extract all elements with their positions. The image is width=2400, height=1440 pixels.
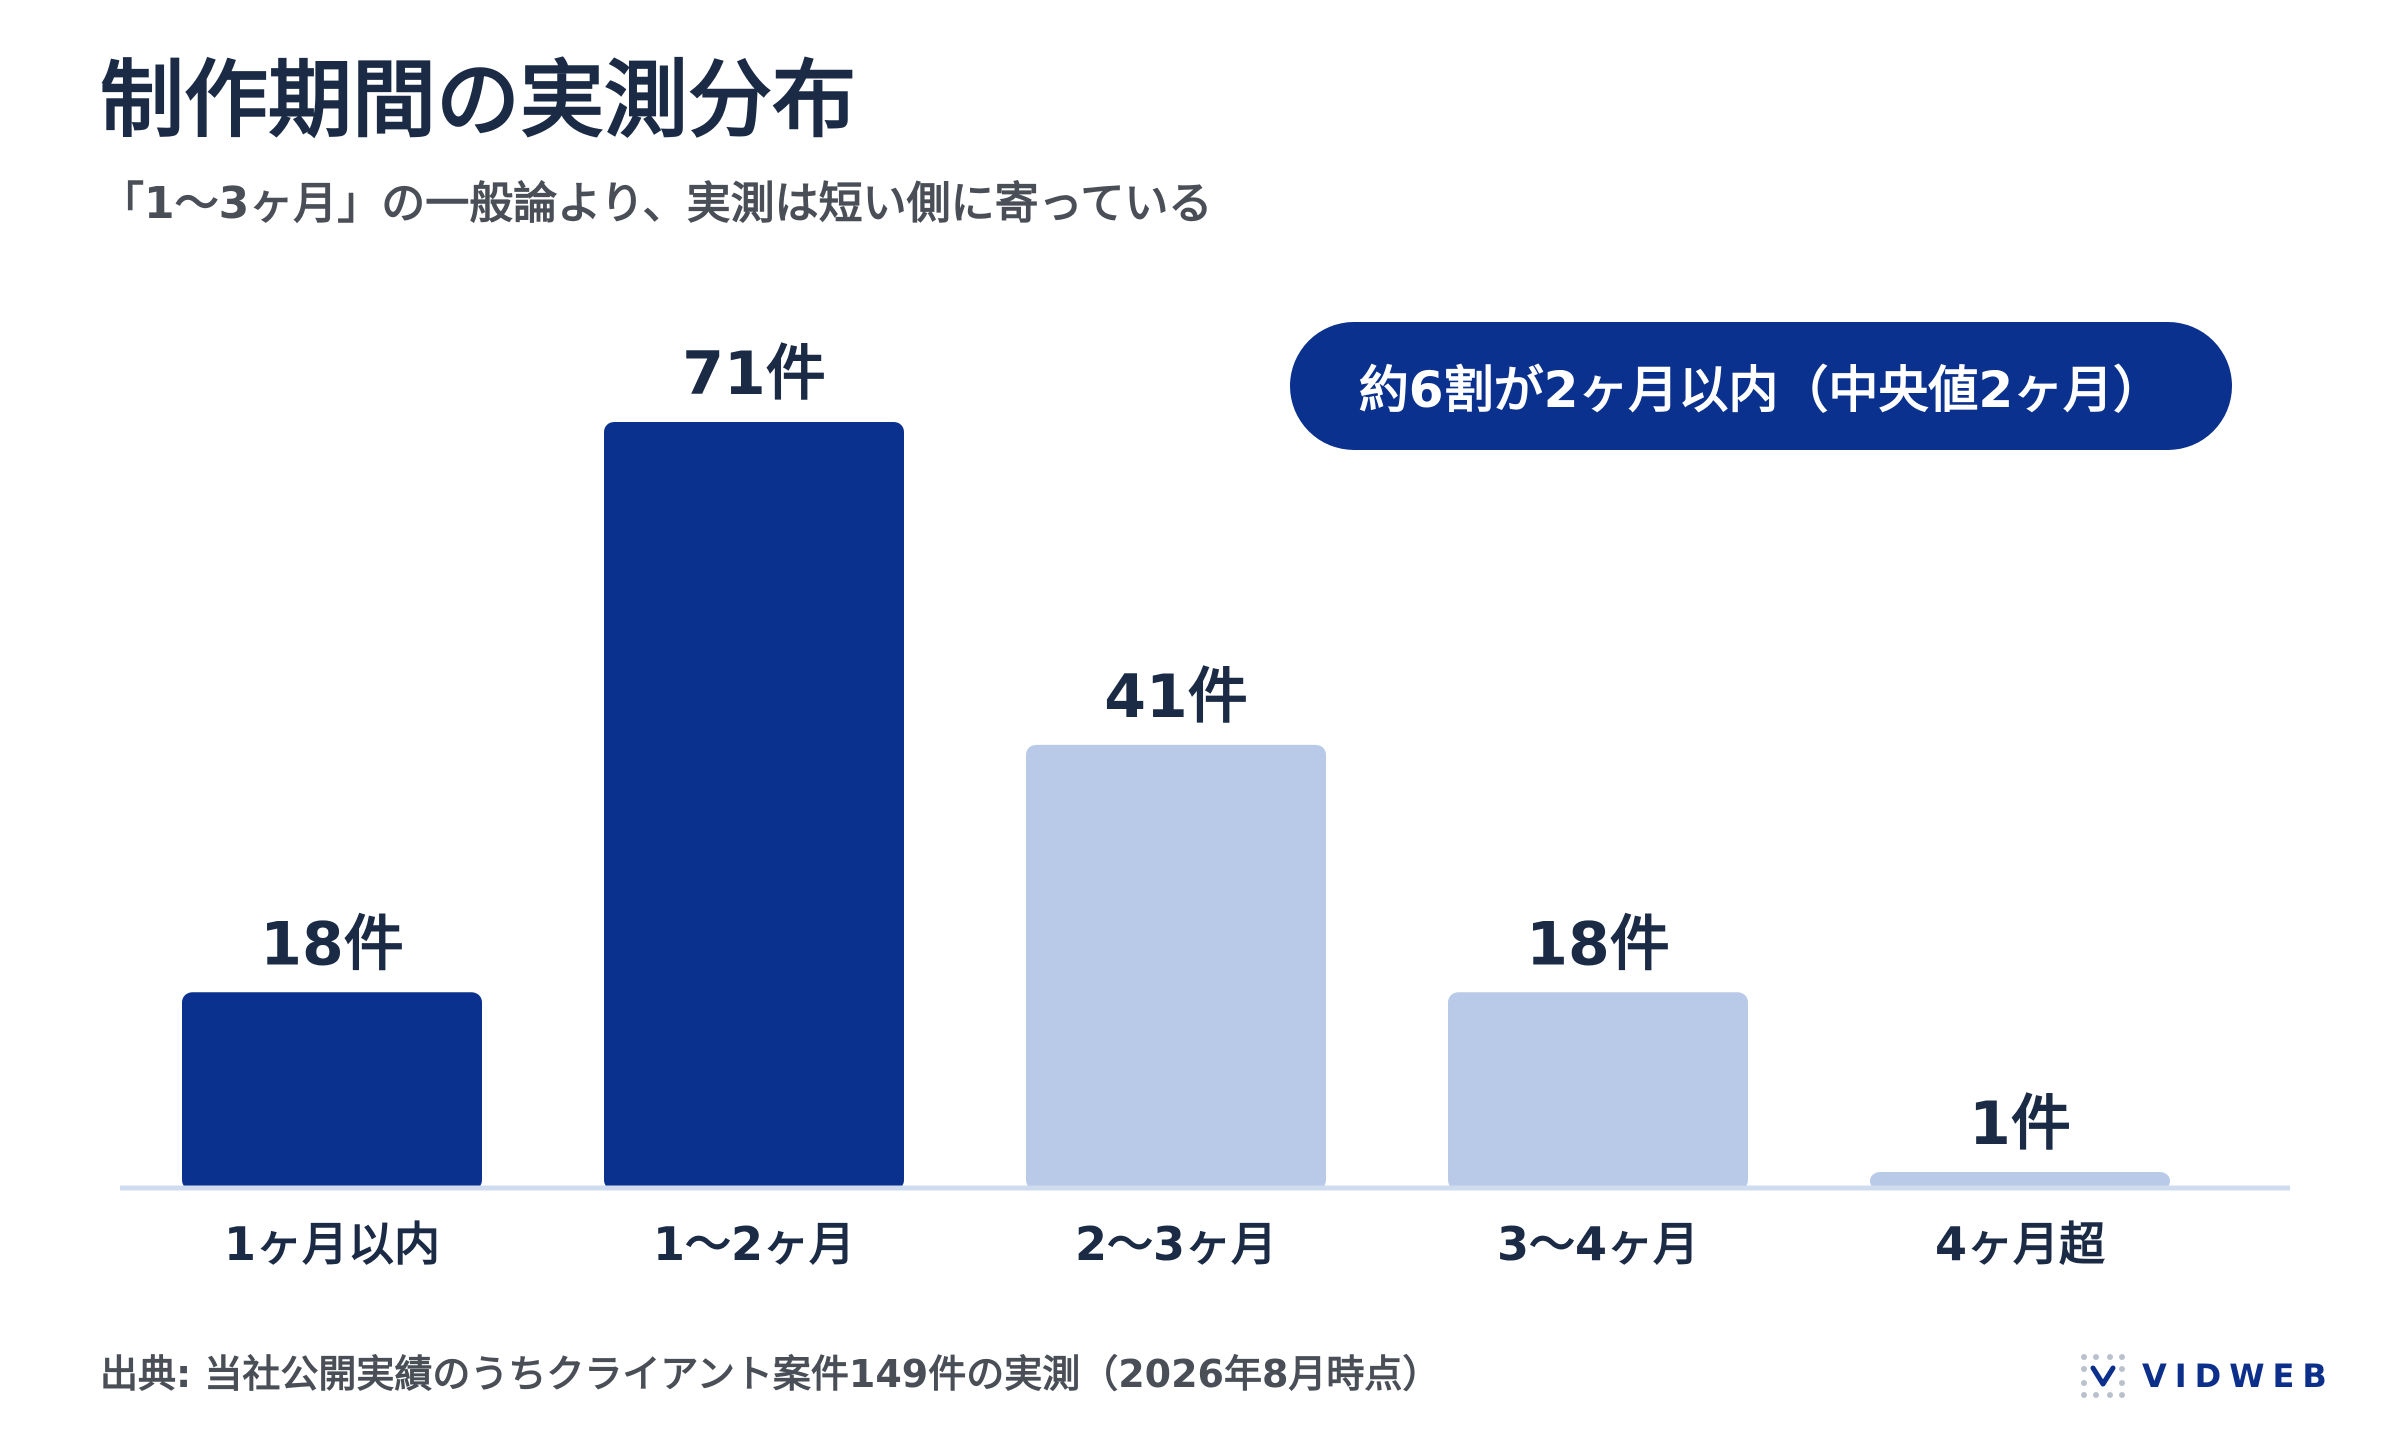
vidweb-logo: VIDWEB [2078, 1348, 2335, 1404]
bar-1 [604, 422, 904, 1190]
bar-value-label-0: 18件 [260, 909, 404, 979]
category-label-3: 3〜4ヶ月 [1497, 1217, 1699, 1271]
category-label-1: 1〜2ヶ月 [653, 1217, 855, 1271]
logo-text: VIDWEB [2142, 1357, 2335, 1395]
category-label-0: 1ヶ月以内 [224, 1217, 440, 1271]
bar-value-label-1: 71件 [682, 339, 826, 409]
page-title: 制作期間の実測分布 [100, 51, 857, 149]
category-label-2: 2〜3ヶ月 [1075, 1217, 1277, 1271]
summary-callout: 約6割が2ヶ月以内（中央値2ヶ月） [1290, 322, 2232, 450]
bar-2 [1026, 744, 1326, 1190]
logo-dot-grid-icon [2081, 1354, 2125, 1398]
bar-value-label-2: 41件 [1104, 662, 1248, 732]
category-label-4: 4ヶ月超 [1935, 1217, 2106, 1271]
summary-callout-text: 約6割が2ヶ月以内（中央値2ヶ月） [1358, 361, 2164, 419]
bar-0 [182, 992, 482, 1190]
source-note: 出典: 当社公開実績のうちクライアント案件149件の実測（2026年8月時点） [100, 1352, 1441, 1396]
bar-value-label-4: 1件 [1969, 1089, 2071, 1159]
page-subtitle: 「1〜3ヶ月」の一般論より、実測は短い側に寄っている [100, 178, 1213, 229]
bar-3 [1448, 992, 1748, 1190]
bar-value-label-3: 18件 [1526, 909, 1670, 979]
